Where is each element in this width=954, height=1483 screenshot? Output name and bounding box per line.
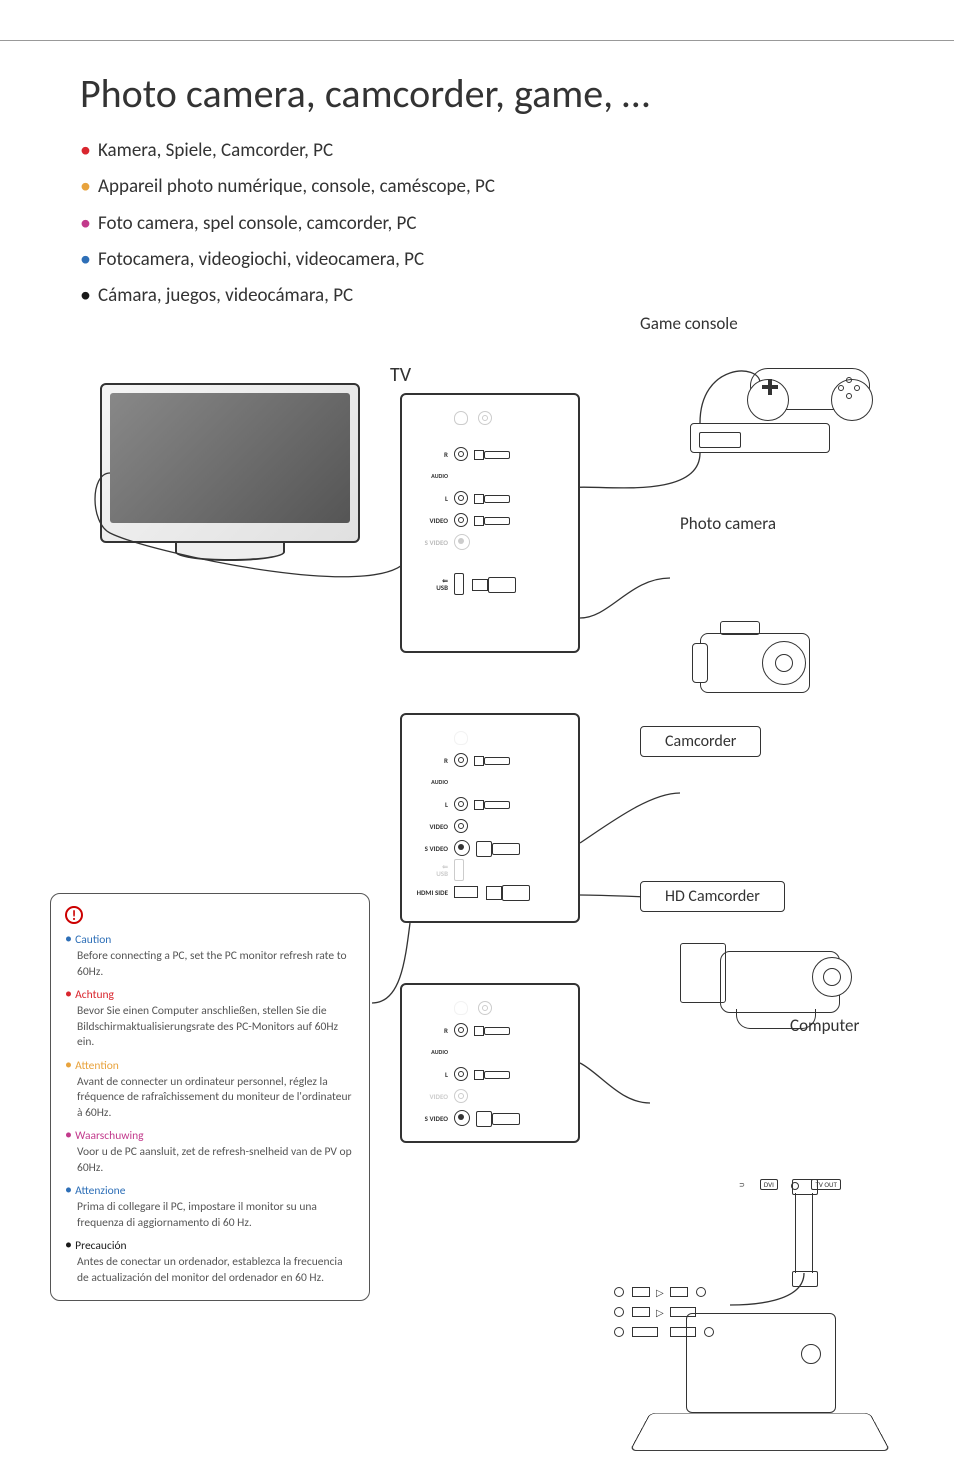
port-label-audio: AUDIO bbox=[412, 779, 454, 785]
game-controller-icon bbox=[750, 343, 870, 413]
port-label-audio-r: R bbox=[412, 757, 454, 764]
hd-camcorder-label: HD Camcorder bbox=[640, 881, 785, 912]
port-label-svideo: S VIDEO bbox=[412, 539, 454, 546]
port-label-video: VIDEO bbox=[412, 517, 454, 524]
lang-item: Appareil photo numérique, console, camés… bbox=[80, 168, 904, 204]
tv-side-port-panel-3: R AUDIO L VIDEO S VIDEO bbox=[400, 983, 580, 1143]
caution-body: Bevor Sie einen Computer anschließen, st… bbox=[77, 1004, 355, 1051]
caution-body: Antes de conectar un ordenador, establez… bbox=[77, 1255, 355, 1286]
camcorder-label: Camcorder bbox=[640, 726, 761, 757]
lang-item: Fotocamera, videogiochi, videocamera, PC bbox=[80, 241, 904, 277]
port-label-svideo: S VIDEO bbox=[412, 1115, 454, 1122]
port-label-usb: USB bbox=[436, 869, 448, 878]
caution-icon: ! bbox=[65, 906, 83, 924]
port-label-audio: AUDIO bbox=[412, 1049, 454, 1055]
port-label-video: VIDEO bbox=[412, 1093, 454, 1100]
connection-diagram: TV Game console Photo camera Camcorder H… bbox=[50, 323, 904, 1383]
port-label-audio-l: L bbox=[412, 1071, 454, 1078]
caution-heading: Attenzione bbox=[65, 1181, 355, 1200]
port-label-video: VIDEO bbox=[412, 823, 454, 830]
port-label-audio: AUDIO bbox=[412, 473, 454, 479]
port-label-usb: USB bbox=[436, 583, 448, 592]
port-label-audio-l: L bbox=[412, 801, 454, 808]
caution-box: ! Caution Before connecting a PC, set th… bbox=[50, 893, 370, 1301]
tv-icon bbox=[100, 383, 360, 573]
page-title: Photo camera, camcorder, game, … bbox=[80, 69, 904, 118]
lang-item: Foto camera, spel console, camcorder, PC bbox=[80, 205, 904, 241]
caution-body: Voor u de PC aansluit, zet de refresh-sn… bbox=[77, 1145, 355, 1176]
laptop-port-labels: ⊃DVI TV OUT bbox=[730, 1179, 847, 1190]
caution-body: Avant de connecter un ordinateur personn… bbox=[77, 1075, 355, 1122]
game-console-icon bbox=[690, 423, 830, 453]
lang-item: Kamera, Spiele, Camcorder, PC bbox=[80, 132, 904, 168]
caution-body: Prima di collegare il PC, impostare il m… bbox=[77, 1200, 355, 1231]
photo-camera-label: Photo camera bbox=[680, 513, 776, 534]
caution-heading: Precaución bbox=[65, 1236, 355, 1255]
game-console-label: Game console bbox=[640, 313, 738, 334]
caution-body: Before connecting a PC, set the PC monit… bbox=[77, 949, 355, 980]
language-list: Kamera, Spiele, Camcorder, PC Appareil p… bbox=[80, 132, 904, 313]
camcorder-icon bbox=[680, 933, 850, 1043]
port-label-hdmi-side: HDMI SIDE bbox=[412, 889, 454, 896]
port-label-audio-l: L bbox=[412, 495, 454, 502]
computer-icon bbox=[650, 1313, 870, 1483]
tv-side-port-panel-1: R AUDIO L VIDEO S VIDEO ⇐USB bbox=[400, 393, 580, 653]
caution-heading: Caution bbox=[65, 930, 355, 949]
vga-cable-icon bbox=[795, 1193, 813, 1273]
caution-heading: Achtung bbox=[65, 985, 355, 1004]
port-label-dvi: DVI bbox=[760, 1179, 778, 1190]
caution-heading: Waarschuwing bbox=[65, 1126, 355, 1145]
photo-camera-icon bbox=[690, 603, 820, 703]
tv-side-port-panel-2: R AUDIO L VIDEO S VIDEO ⇐USB HDMI SIDE bbox=[400, 713, 580, 923]
port-label-audio-r: R bbox=[412, 451, 454, 458]
lang-item: Cámara, juegos, videocámara, PC bbox=[80, 277, 904, 313]
caution-heading: Attention bbox=[65, 1056, 355, 1075]
tv-label: TV bbox=[390, 363, 411, 387]
port-label-audio-r: R bbox=[412, 1027, 454, 1034]
port-label-svideo: S VIDEO bbox=[412, 845, 454, 852]
